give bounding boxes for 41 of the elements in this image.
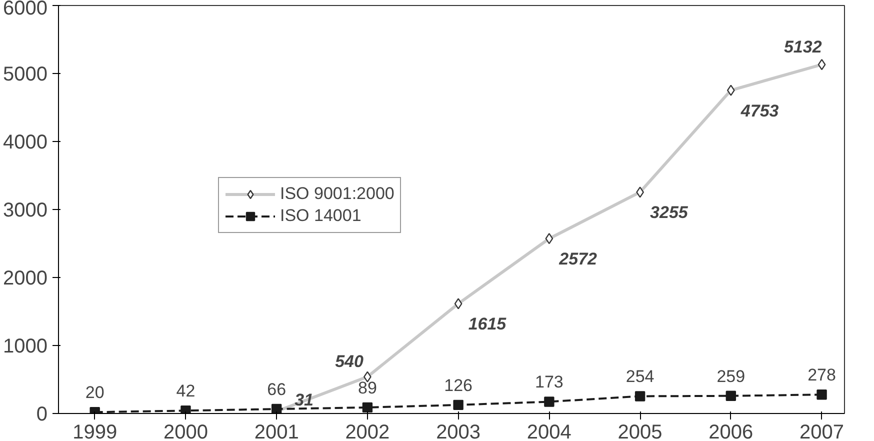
- data-label: 3255: [650, 203, 688, 222]
- point: [180, 406, 191, 414]
- data-label: 259: [716, 366, 746, 386]
- y-tick-label: 2000: [3, 268, 48, 290]
- data-label: 1615: [468, 314, 507, 334]
- data-label: 254: [626, 367, 654, 386]
- data-label: 20: [85, 383, 104, 402]
- x-tick-label: 2003: [436, 422, 481, 441]
- data-label: 540: [335, 352, 364, 371]
- x-tick-label: 2005: [618, 422, 662, 441]
- data-label: 2572: [558, 250, 598, 269]
- data-label: 31: [294, 390, 314, 410]
- point: [362, 402, 373, 413]
- y-tick-label: 4000: [3, 132, 48, 154]
- x-tick-label: 1999: [72, 422, 118, 441]
- y-tick-label: 6000: [3, 0, 48, 20]
- x-tick-label: 2006: [708, 422, 754, 441]
- x-tick-label: 2004: [526, 422, 572, 441]
- data-label: 4753: [740, 101, 780, 120]
- point: [816, 389, 827, 400]
- legend-label: ISO 9001:2000: [280, 184, 394, 204]
- y-tick-label: 1000: [3, 336, 48, 358]
- legend-label: ISO 14001: [280, 206, 362, 226]
- data-label: 5132: [784, 38, 822, 57]
- y-tick-label: 3000: [3, 200, 48, 222]
- data-label: 278: [808, 366, 836, 385]
- x-tick-label: 2001: [254, 422, 299, 441]
- x-tick-label: 2000: [163, 422, 208, 441]
- data-label: 173: [535, 372, 564, 392]
- y-tick-label: 0: [36, 404, 48, 426]
- x-tick-label: 2002: [345, 422, 390, 441]
- data-label: 66: [267, 380, 286, 400]
- point: [634, 391, 646, 402]
- point: [544, 396, 554, 407]
- data-label: 89: [358, 378, 377, 398]
- data-label: 126: [444, 376, 473, 395]
- point: [453, 400, 464, 410]
- point: [726, 390, 736, 401]
- y-tick-label: 5000: [3, 64, 48, 86]
- x-tick-label: 2007: [800, 422, 844, 441]
- data-label: 42: [176, 382, 196, 401]
